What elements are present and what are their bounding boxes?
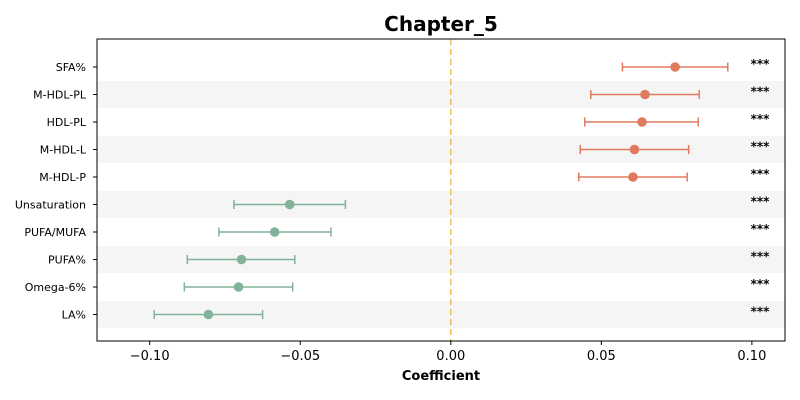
estimate-point (628, 172, 638, 182)
estimate-point (284, 199, 295, 210)
significance-label: *** (751, 250, 771, 264)
forest-row: LA% *** (62, 305, 770, 322)
row-label: SFA% (56, 61, 86, 74)
row-label: PUFA/MUFA (24, 226, 86, 239)
significance-label: *** (751, 277, 771, 291)
x-tick-label: −0.10 (130, 349, 170, 364)
significance-label: *** (751, 305, 771, 319)
estimate-point (629, 144, 640, 155)
estimate-point (670, 62, 680, 72)
forest-row: PUFA% *** (48, 250, 770, 267)
plot-frame (96, 38, 786, 342)
x-tick-label: −0.05 (280, 349, 320, 364)
x-tick-label: 0.10 (737, 349, 766, 364)
significance-label: *** (751, 57, 771, 71)
row-label: LA% (62, 309, 86, 322)
significance-label: *** (751, 140, 771, 154)
row-label: PUFA% (48, 254, 86, 267)
row-stripes (97, 81, 785, 328)
estimate-point (637, 117, 647, 127)
row-label: M-HDL-L (40, 144, 87, 157)
row-label: Omega-6% (25, 281, 86, 294)
row-stripe (97, 191, 785, 218)
data-rows: SFA% ***M-HDL-PL ***HDL-PL ***M-HDL-L ***M-H… (15, 57, 770, 322)
estimate-point (269, 227, 280, 237)
x-tick-label: 0.05 (587, 349, 616, 364)
significance-label: *** (751, 195, 771, 209)
row-label: HDL-PL (47, 116, 87, 129)
forest-row: M-HDL-PL *** (33, 85, 770, 102)
estimate-point (233, 282, 244, 292)
forest-row: SFA% *** (56, 57, 770, 74)
row-label: M-HDL-P (39, 171, 86, 184)
x-tick-label: 0.00 (436, 349, 465, 364)
forest-row: M-HDL-L *** (40, 140, 770, 157)
estimate-point (640, 89, 650, 100)
forest-row: Unsaturation *** (15, 195, 770, 212)
estimate-point (203, 309, 214, 320)
forest-row: Omega-6% *** (25, 277, 770, 294)
row-label: Unsaturation (15, 199, 86, 212)
significance-label: *** (751, 112, 771, 126)
chart-title: Chapter_5 (384, 12, 498, 36)
estimate-point (236, 254, 247, 265)
significance-label: *** (751, 85, 771, 99)
forest-row: HDL-PL *** (47, 112, 771, 129)
row-label: M-HDL-PL (33, 89, 87, 102)
significance-label: *** (751, 167, 771, 181)
significance-label: *** (751, 222, 771, 236)
forest-row: PUFA/MUFA *** (24, 222, 770, 239)
forest-row: M-HDL-P *** (39, 167, 770, 184)
x-axis-label: Coefficient (402, 369, 480, 384)
x-axis: −0.10 −0.05 0.00 0.05 0.10 (130, 341, 766, 364)
